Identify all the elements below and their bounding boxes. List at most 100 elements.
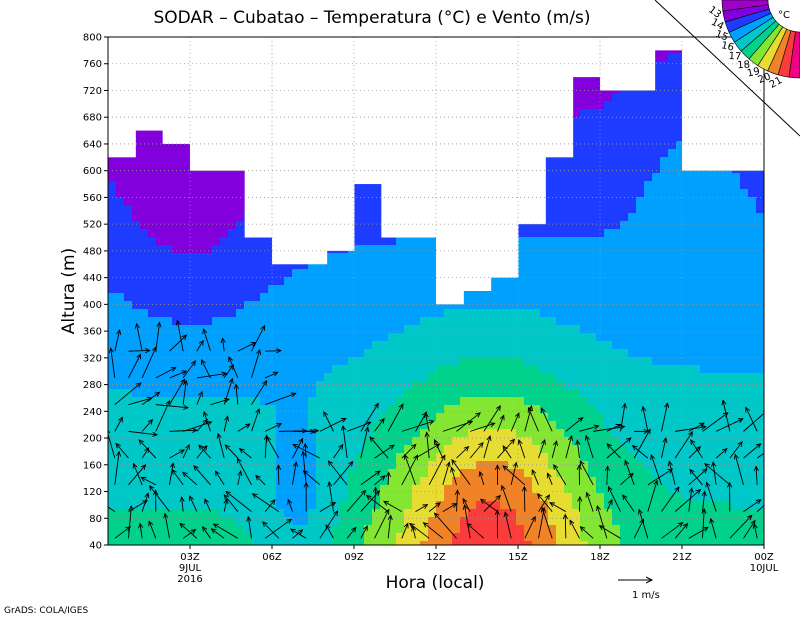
field-cell [156,437,165,446]
field-cell [252,421,261,430]
field-cell [148,453,157,462]
field-cell [668,365,677,374]
field-cell [132,533,141,542]
field-cell [588,261,597,270]
field-cell [388,317,397,326]
field-cell [340,413,349,422]
field-cell [308,261,317,270]
field-cell [700,477,709,486]
field-cell [500,293,509,302]
field-cell [516,421,525,430]
field-cell [444,421,453,430]
field-cell [492,389,501,398]
field-cell [228,413,237,422]
field-cell [428,277,437,286]
field-cell [132,245,141,254]
field-cell [644,285,653,294]
field-cell [652,429,661,438]
field-cell [588,189,597,198]
field-cell [220,509,229,518]
field-cell [340,277,349,286]
field-cell [228,349,237,358]
field-cell [164,357,173,366]
field-cell [156,493,165,502]
field-cell [452,325,461,334]
field-cell [532,277,541,286]
field-cell [380,237,389,246]
field-cell [692,381,701,390]
field-cell [388,493,397,502]
field-cell [652,261,661,270]
field-cell [548,469,557,478]
field-cell [348,333,357,342]
field-cell [500,309,509,318]
field-cell [132,541,141,545]
field-cell [324,453,333,462]
field-cell [588,85,597,94]
field-cell [692,317,701,326]
field-cell [676,53,685,62]
field-cell [604,309,613,318]
field-cell [148,445,157,454]
field-cell [564,541,573,545]
field-cell [436,429,445,438]
field-cell [652,197,661,206]
field-cell [388,309,397,318]
field-cell [172,301,181,310]
field-cell [692,541,701,545]
field-cell [620,261,629,270]
field-cell [188,261,197,270]
field-cell [612,341,621,350]
field-cell [588,293,597,302]
field-cell [564,509,573,518]
field-cell [388,533,397,542]
field-cell [724,197,733,206]
field-cell [724,245,733,254]
field-cell [628,365,637,374]
field-cell [164,269,173,278]
field-cell [132,165,141,174]
field-cell [332,501,341,510]
field-cell [468,501,477,510]
field-cell [700,437,709,446]
field-cell [572,85,581,94]
field-cell [148,141,157,150]
field-cell [524,269,533,278]
field-cell [156,189,165,198]
field-cell [188,461,197,470]
field-cell [484,341,493,350]
field-cell [484,373,493,382]
field-cell [220,189,229,198]
field-cell [164,453,173,462]
field-cell [228,229,237,238]
field-cell [396,437,405,446]
field-cell [356,429,365,438]
field-cell [660,245,669,254]
field-cell [196,189,205,198]
field-cell [308,541,317,545]
field-cell [500,525,509,534]
field-cell [508,493,517,502]
field-cell [124,445,133,454]
field-cell [228,477,237,486]
field-cell [180,141,189,150]
field-cell [132,445,141,454]
field-cell [628,437,637,446]
field-cell [276,341,285,350]
field-cell [396,389,405,398]
field-cell [532,485,541,494]
field-cell [236,277,245,286]
field-cell [116,493,125,502]
field-cell [204,245,213,254]
field-cell [572,445,581,454]
field-cell [580,165,589,174]
field-cell [340,389,349,398]
field-cell [444,389,453,398]
field-cell [556,477,565,486]
field-cell [244,509,253,518]
field-cell [316,341,325,350]
field-cell [556,317,565,326]
field-cell [572,125,581,134]
field-cell [308,445,317,454]
field-cell [276,469,285,478]
